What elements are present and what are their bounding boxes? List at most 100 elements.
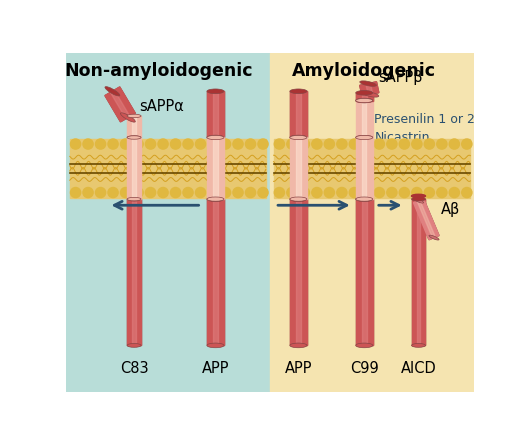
Circle shape <box>132 187 144 198</box>
Bar <box>207 199 224 345</box>
Circle shape <box>95 187 106 198</box>
Ellipse shape <box>356 197 373 202</box>
Ellipse shape <box>290 197 307 202</box>
Circle shape <box>120 138 131 150</box>
Circle shape <box>411 187 423 198</box>
Bar <box>70 139 266 198</box>
Circle shape <box>448 138 460 150</box>
Circle shape <box>207 138 219 150</box>
Circle shape <box>145 187 157 198</box>
Bar <box>356 199 373 345</box>
Bar <box>290 91 307 137</box>
Ellipse shape <box>356 136 373 139</box>
Bar <box>213 199 218 345</box>
Circle shape <box>170 187 181 198</box>
Text: Aβ: Aβ <box>441 202 460 217</box>
Ellipse shape <box>356 136 373 139</box>
Circle shape <box>398 138 410 150</box>
Bar <box>412 199 425 345</box>
Ellipse shape <box>127 344 141 347</box>
Ellipse shape <box>414 198 424 203</box>
Bar <box>213 137 218 199</box>
Bar <box>416 199 421 345</box>
Bar <box>412 199 425 345</box>
Bar <box>66 53 270 392</box>
Bar <box>296 199 301 345</box>
Circle shape <box>70 138 81 150</box>
Polygon shape <box>414 198 439 240</box>
Bar <box>290 199 307 345</box>
Text: sAPPβ: sAPPβ <box>378 70 423 85</box>
Circle shape <box>461 187 473 198</box>
Circle shape <box>107 138 119 150</box>
Circle shape <box>82 138 94 150</box>
Circle shape <box>374 187 385 198</box>
Bar <box>132 116 136 137</box>
Circle shape <box>82 187 94 198</box>
Text: AICD: AICD <box>401 361 436 376</box>
Ellipse shape <box>356 99 373 103</box>
Bar <box>127 116 141 137</box>
Circle shape <box>424 138 435 150</box>
Circle shape <box>170 138 181 150</box>
Circle shape <box>336 138 348 150</box>
Circle shape <box>232 187 244 198</box>
Circle shape <box>448 187 460 198</box>
Circle shape <box>274 187 285 198</box>
Circle shape <box>145 138 157 150</box>
Bar <box>290 91 307 137</box>
Polygon shape <box>360 82 379 96</box>
Ellipse shape <box>356 197 373 201</box>
Circle shape <box>132 138 144 150</box>
Bar <box>127 137 141 199</box>
Ellipse shape <box>127 114 141 117</box>
Ellipse shape <box>360 81 376 86</box>
Ellipse shape <box>290 89 307 94</box>
Bar <box>207 199 224 345</box>
Ellipse shape <box>127 136 141 139</box>
Ellipse shape <box>412 197 425 201</box>
Bar <box>270 53 474 392</box>
Ellipse shape <box>207 135 224 140</box>
Bar <box>290 199 307 345</box>
Text: Non-amyloidogenic: Non-amyloidogenic <box>65 62 253 80</box>
Circle shape <box>194 138 207 150</box>
Polygon shape <box>360 82 379 96</box>
Bar <box>362 100 366 137</box>
Circle shape <box>361 187 373 198</box>
Circle shape <box>257 138 269 150</box>
Bar <box>213 91 218 137</box>
Ellipse shape <box>207 197 224 202</box>
Circle shape <box>311 138 323 150</box>
Bar <box>296 137 300 199</box>
Circle shape <box>245 187 256 198</box>
Circle shape <box>207 187 219 198</box>
Circle shape <box>424 187 435 198</box>
Bar <box>207 91 224 137</box>
Bar <box>356 93 373 100</box>
Circle shape <box>299 138 310 150</box>
Circle shape <box>436 138 447 150</box>
Ellipse shape <box>290 136 307 139</box>
Ellipse shape <box>207 136 224 139</box>
Bar <box>127 199 141 345</box>
Polygon shape <box>105 87 135 122</box>
Circle shape <box>398 187 410 198</box>
Bar <box>290 137 307 199</box>
Ellipse shape <box>127 197 141 201</box>
Text: BACE1: BACE1 <box>290 180 334 193</box>
Circle shape <box>157 187 169 198</box>
Text: APP: APP <box>285 361 312 376</box>
Ellipse shape <box>290 343 307 348</box>
Circle shape <box>274 138 285 150</box>
Circle shape <box>95 138 106 150</box>
Circle shape <box>245 138 256 150</box>
Bar <box>362 93 367 100</box>
Ellipse shape <box>412 344 425 347</box>
Bar <box>274 139 471 198</box>
Circle shape <box>157 138 169 150</box>
Circle shape <box>182 138 194 150</box>
Circle shape <box>411 138 423 150</box>
Text: Presenilin 1 or 2
Nicastrin
PEN2
APH-1: Presenilin 1 or 2 Nicastrin PEN2 APH-1 <box>374 113 475 180</box>
Ellipse shape <box>127 136 141 139</box>
